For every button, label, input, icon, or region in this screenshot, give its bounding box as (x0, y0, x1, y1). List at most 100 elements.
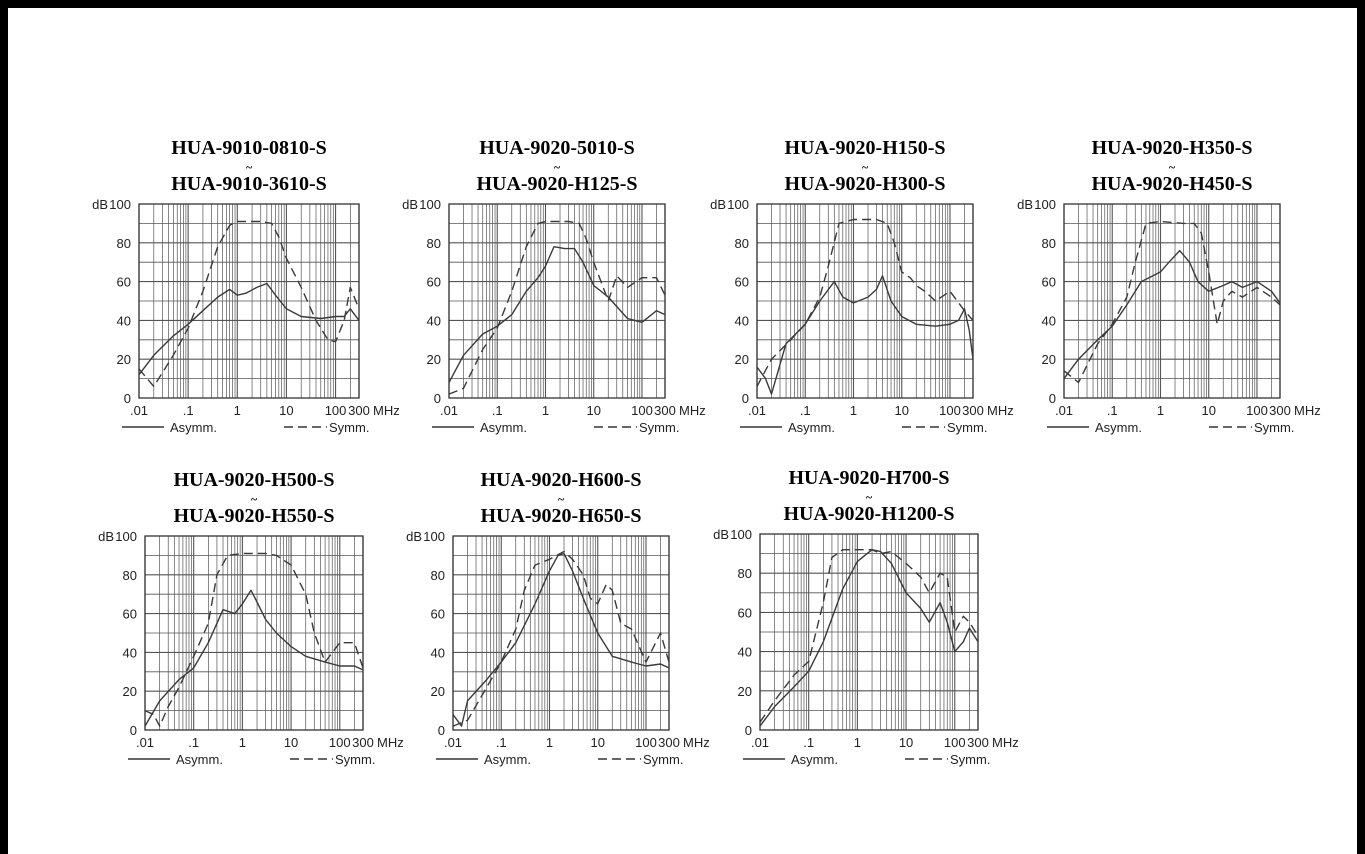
x-tick-label: 100 (329, 735, 351, 750)
x-axis-label: MHz (987, 403, 1014, 418)
x-tick-label: 300 (352, 735, 374, 750)
plot-frame (452, 535, 670, 731)
x-tick-label: .01 (748, 403, 766, 418)
y-axis-label: dB (406, 529, 422, 544)
chart-subtitle: HUA-9020-H450-S (1091, 173, 1252, 195)
x-tick-label: 1 (542, 403, 549, 418)
y-tick-label: 0 (124, 391, 131, 406)
y-tick-label: 80 (431, 568, 445, 583)
chart-title: HUA-9020-H350-S (1091, 137, 1252, 159)
chart-panel-6: HUA-9020-H600-S~HUA-9020-H650-S 0 20 40 60 80… (406, 469, 710, 767)
series-asymm-line (759, 549, 979, 727)
series-asymm-line (1063, 249, 1281, 380)
range-mark: ~ (554, 160, 561, 174)
x-tick-label: .1 (496, 735, 507, 750)
x-tick-label: .1 (803, 735, 814, 750)
legend-symm-label: Symm. (329, 420, 369, 435)
legend-asymm-label: Asymm. (176, 752, 223, 767)
range-mark: ~ (862, 160, 869, 174)
x-tick-label: 100 (944, 735, 966, 750)
chart-panel-5: HUA-9020-H500-S~HUA-9020-H550-S 0 20 40 60 80… (98, 469, 404, 767)
range-mark: ~ (558, 492, 565, 506)
legend-asymm-label: Asymm. (788, 420, 835, 435)
y-tick-label: 60 (1042, 275, 1056, 290)
chart-panel-3: HUA-9020-H150-S~HUA-9020-H300-S 0 20 40 60 80… (710, 137, 1014, 435)
y-tick-label: 100 (423, 529, 445, 544)
series-asymm-line (144, 589, 364, 727)
y-tick-label: 20 (427, 352, 441, 367)
x-tick-label: 100 (939, 403, 961, 418)
plot-frame (138, 203, 360, 399)
legend-asymm-label: Asymm. (480, 420, 527, 435)
x-axis-label: MHz (992, 735, 1019, 750)
y-tick-label: 20 (1042, 352, 1056, 367)
chart-panel-4: HUA-9020-H350-S~HUA-9020-H450-S 0 20 40 60 80… (1017, 137, 1321, 435)
x-axis-label: MHz (1294, 403, 1321, 418)
legend-symm-label: Symm. (1254, 420, 1294, 435)
y-tick-label: 20 (431, 684, 445, 699)
chart-subtitle: HUA-9020-H650-S (480, 505, 641, 527)
series-asymm-line (756, 275, 974, 395)
series-symm-line (138, 220, 360, 388)
y-tick-label: 0 (130, 723, 137, 738)
x-tick-label: 1 (546, 735, 553, 750)
y-tick-label: 100 (109, 197, 131, 212)
x-axis-label: MHz (679, 403, 706, 418)
y-tick-label: 60 (735, 275, 749, 290)
plot-frame (144, 535, 364, 731)
series-symm-line (759, 549, 979, 723)
y-tick-label: 80 (123, 568, 137, 583)
y-tick-label: 40 (738, 645, 752, 660)
x-tick-label: 10 (591, 735, 605, 750)
y-tick-label: 60 (431, 607, 445, 622)
x-tick-label: .1 (492, 403, 503, 418)
chart-title: HUA-9020-H600-S (480, 469, 641, 491)
y-tick-label: 40 (117, 313, 131, 328)
plot-frame (1063, 203, 1281, 399)
y-tick-label: 100 (1034, 197, 1056, 212)
series-symm-line (452, 550, 670, 727)
y-tick-label: 80 (735, 236, 749, 251)
y-tick-label: 0 (745, 723, 752, 738)
x-tick-label: 300 (658, 735, 680, 750)
chart-subtitle: HUA-9020-H550-S (173, 505, 334, 527)
legend-asymm-label: Asymm. (170, 420, 217, 435)
chart-subtitle: HUA-9020-H1200-S (783, 503, 954, 525)
x-tick-label: 10 (895, 403, 909, 418)
x-tick-label: .01 (440, 403, 458, 418)
x-tick-label: 10 (587, 403, 601, 418)
y-tick-label: 0 (1049, 391, 1056, 406)
x-tick-label: 300 (348, 403, 370, 418)
legend-symm-label: Symm. (335, 752, 375, 767)
y-tick-label: 40 (427, 313, 441, 328)
y-tick-label: 20 (735, 352, 749, 367)
y-tick-label: 40 (735, 313, 749, 328)
x-axis-label: MHz (683, 735, 710, 750)
x-tick-label: 10 (279, 403, 293, 418)
x-tick-label: .01 (751, 735, 769, 750)
legend-symm-label: Symm. (947, 420, 987, 435)
chart-panel-7: HUA-9020-H700-S~HUA-9020-H1200-S 0 20 40 60 8… (713, 467, 1019, 767)
chart-title: HUA-9010-0810-S (171, 137, 327, 159)
legend-symm-label: Symm. (639, 420, 679, 435)
chart-title: HUA-9020-H150-S (784, 137, 945, 159)
legend-asymm-label: Asymm. (484, 752, 531, 767)
y-tick-label: 80 (117, 236, 131, 251)
chart-title: HUA-9020-H500-S (173, 469, 334, 491)
plot-frame (448, 203, 666, 399)
range-mark: ~ (246, 160, 253, 174)
series-asymm-line (452, 552, 670, 727)
y-tick-label: 40 (1042, 313, 1056, 328)
legend-asymm-label: Asymm. (791, 752, 838, 767)
x-axis-label: MHz (377, 735, 404, 750)
y-axis-label: dB (1017, 197, 1033, 212)
series-asymm-line (138, 282, 360, 376)
legend-symm-label: Symm. (643, 752, 683, 767)
x-tick-label: .1 (183, 403, 194, 418)
x-tick-label: .1 (1107, 403, 1118, 418)
x-tick-label: 100 (325, 403, 347, 418)
chart-title: HUA-9020-H700-S (788, 467, 949, 489)
y-tick-label: 20 (738, 684, 752, 699)
y-axis-label: dB (98, 529, 114, 544)
